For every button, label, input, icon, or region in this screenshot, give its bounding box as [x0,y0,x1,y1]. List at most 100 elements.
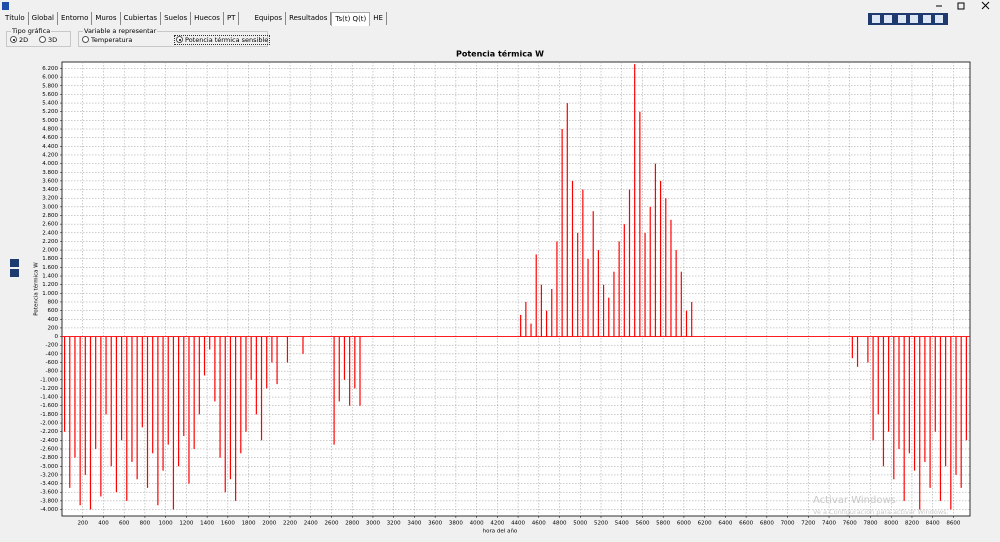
x-tick-label: 800 [140,521,151,527]
y-tick-label: -2.400 [40,438,58,444]
x-tick-label: 1000 [159,521,173,527]
toolbar [868,13,948,25]
y-tick-label: -3.000 [40,464,58,470]
x-tick-label: 2400 [304,521,318,527]
radio-option[interactable]: 3D [39,36,57,44]
y-tick-label: 4.800 [42,127,58,133]
tab[interactable]: Cubiertas [121,12,162,25]
title-bar [2,1,990,10]
x-tick-label: 2200 [283,521,297,527]
x-tick-label: 7600 [843,521,857,527]
y-tick-label: -2.200 [40,429,58,435]
y-tick-label: 6.000 [42,75,58,81]
restore-button[interactable] [957,2,965,10]
tab[interactable]: Resultados [286,12,332,25]
x-axis-label: hora del año [483,529,518,535]
y-tick-label: -3.600 [40,490,58,496]
y-tick-label: 5.800 [42,83,58,89]
x-tick-label: 3800 [449,521,463,527]
y-tick-label: 200 [48,325,59,331]
x-tick-label: 600 [119,521,130,527]
x-tick-label: 3600 [428,521,442,527]
y-tick-label: 6.200 [42,66,58,72]
watermark-title: Activar Windows [813,495,896,506]
x-tick-label: 7200 [801,521,815,527]
tool-button[interactable] [898,15,906,23]
y-tick-label: 4.000 [42,161,58,167]
y-tick-label: -3.200 [40,472,58,478]
radio-option[interactable]: 2D [10,36,28,44]
x-tick-label: 8000 [884,521,898,527]
side-button[interactable] [10,259,19,267]
x-tick-label: 2800 [345,521,359,527]
y-tick-label: 2.800 [42,213,58,219]
y-tick-label: -400 [46,351,59,357]
y-tick-label: -2.800 [40,455,58,461]
tab[interactable]: Global [29,12,58,25]
tab[interactable]: Título [2,12,29,25]
x-tick-label: 4400 [511,521,525,527]
tab[interactable]: Ts(t) Q(t) [331,12,371,26]
radio-option[interactable]: Temperatura [82,36,132,44]
group-label: Variable a representar [83,27,158,35]
side-button[interactable] [10,269,19,277]
y-tick-label: 3.600 [42,178,58,184]
y-tick-label: 4.200 [42,152,58,158]
y-tick-label: -2.000 [40,421,58,427]
tab[interactable]: PT [224,12,240,25]
y-tick-label: 3.200 [42,196,58,202]
x-tick-label: 5000 [573,521,587,527]
x-tick-label: 6800 [760,521,774,527]
y-tick-label: 5.200 [42,109,58,115]
tab[interactable]: HE [370,12,387,25]
x-tick-label: 200 [77,521,88,527]
y-tick-label: 1.400 [42,274,58,280]
y-tick-label: 5.600 [42,92,58,98]
group-label: Tipo gráfica [11,27,52,35]
x-tick-label: 3400 [407,521,421,527]
y-axis-label: Potencia térmica W [33,262,40,316]
tab[interactable]: Huecos [191,12,224,25]
x-tick-label: 2000 [262,521,276,527]
y-tick-label: -200 [46,343,59,349]
tool-button[interactable] [872,15,880,23]
close-button[interactable] [981,1,990,10]
y-tick-label: 4.600 [42,135,58,141]
x-tick-label: 3000 [366,521,380,527]
tool-button[interactable] [923,15,931,23]
x-tick-label: 7000 [781,521,795,527]
y-tick-label: 2.200 [42,239,58,245]
y-tick-label: 1.000 [42,291,58,297]
tab[interactable]: Equipos [251,12,287,25]
x-tick-label: 3200 [387,521,401,527]
x-tick-label: 4200 [490,521,504,527]
y-tick-label: 4.400 [42,144,58,150]
y-tick-label: 800 [48,299,59,305]
x-tick-label: 4000 [470,521,484,527]
chart-title: Potencia térmica W [456,49,544,59]
tab[interactable]: Suelos [161,12,192,25]
tool-button[interactable] [884,15,892,23]
x-tick-label: 5800 [656,521,670,527]
radio-option[interactable]: Potencia térmica sensible [174,35,271,45]
x-tick-label: 1800 [242,521,256,527]
y-tick-label: -1.000 [40,377,58,383]
x-tick-label: 6200 [698,521,712,527]
tool-button[interactable] [910,15,918,23]
tab[interactable]: Entorno [58,12,93,25]
y-tick-label: 3.000 [42,204,58,210]
x-tick-label: 8400 [926,521,940,527]
side-toolbar [10,259,19,277]
x-tick-label: 8600 [946,521,960,527]
y-tick-label: 2.000 [42,248,58,254]
x-tick-label: 6400 [718,521,732,527]
x-tick-label: 5200 [594,521,608,527]
y-tick-label: -1.600 [40,403,58,409]
y-tick-label: 1.600 [42,265,58,271]
y-tick-label: 3.800 [42,170,58,176]
y-tick-label: 2.400 [42,230,58,236]
x-tick-label: 4600 [532,521,546,527]
tab[interactable]: Muros [92,12,121,25]
tool-button[interactable] [935,15,943,23]
watermark-text: Ve a Configuración para activar Windows. [813,508,949,516]
